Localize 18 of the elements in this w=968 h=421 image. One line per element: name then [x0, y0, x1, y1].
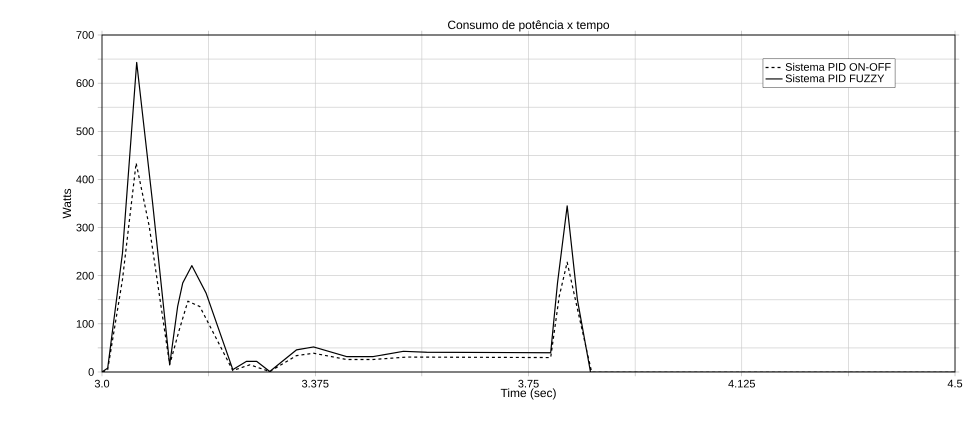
legend-label: Sistema PID ON-OFF	[786, 62, 891, 71]
x-axis-title: Time (sec)	[500, 388, 556, 400]
y-tick-label: 100	[76, 320, 94, 328]
legend-label: Sistema PID FUZZY	[786, 74, 884, 82]
y-tick-label: 200	[76, 272, 94, 280]
chart-title: Consumo de potência x tempo	[448, 20, 610, 32]
y-tick-label: 300	[76, 224, 94, 232]
y-tick-label: 0	[88, 368, 94, 376]
y-axis-title: Watts	[62, 188, 72, 219]
x-tick-label: 4.125	[728, 380, 755, 388]
x-tick-label: 3.75	[518, 380, 539, 388]
x-tick-label: 3.0	[94, 380, 110, 388]
y-tick-label: 500	[76, 127, 94, 136]
x-tick-label: 3.375	[302, 380, 328, 388]
x-tick-label: 4.5	[948, 380, 962, 388]
y-tick-label: 600	[76, 79, 94, 88]
y-tick-label: 400	[76, 176, 94, 184]
y-tick-label: 700	[76, 31, 94, 39]
